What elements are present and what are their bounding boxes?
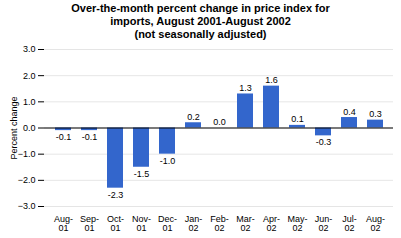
svg-text:Dec-01: Dec-01	[158, 214, 177, 233]
svg-text:Sep-01: Sep-01	[80, 214, 99, 233]
svg-text:-0.3: -0.3	[316, 137, 332, 147]
svg-text:−2.0: −2.0	[18, 175, 36, 185]
svg-text:−1.0: −1.0	[18, 149, 36, 159]
svg-text:Feb-02: Feb-02	[210, 214, 229, 233]
svg-text:2.0: 2.0	[23, 71, 36, 81]
svg-text:-0.1: -0.1	[56, 132, 72, 142]
svg-text:0.1: 0.1	[291, 114, 304, 124]
svg-text:1.0: 1.0	[23, 97, 36, 107]
svg-text:May-02: May-02	[288, 214, 308, 233]
svg-text:Mar-02: Mar-02	[236, 214, 255, 233]
html-text:Over-the-month percent change: Over-the-month percent change in price i…	[71, 2, 330, 40]
svg-text:Jul-02: Jul-02	[342, 214, 357, 233]
svg-text:Aug-01: Aug-01	[54, 214, 73, 233]
svg-text:Jan-02: Jan-02	[185, 214, 203, 233]
svg-text:-1.5: -1.5	[134, 169, 150, 179]
svg-text:-0.1: -0.1	[82, 132, 98, 142]
svg-text:Apr-02: Apr-02	[263, 214, 280, 233]
svg-text:Aug-02: Aug-02	[366, 214, 385, 233]
svg-text:0.0: 0.0	[213, 117, 226, 127]
svg-text:Jun-02: Jun-02	[315, 214, 333, 233]
svg-text:Percent change: Percent change	[9, 96, 19, 159]
svg-text:0.2: 0.2	[187, 112, 200, 122]
svg-text:0.3: 0.3	[369, 109, 382, 119]
svg-text:0.0: 0.0	[23, 123, 36, 133]
svg-text:−3.0: −3.0	[18, 201, 36, 211]
svg-text:-1.0: -1.0	[160, 156, 176, 166]
svg-text:-2.3: -2.3	[108, 190, 124, 200]
svg-text:1.3: 1.3	[239, 83, 252, 93]
svg-text:Oct-01: Oct-01	[107, 214, 124, 233]
svg-text:1.6: 1.6	[265, 75, 278, 85]
svg-text:Nov-01: Nov-01	[132, 214, 151, 233]
svg-text:3.0: 3.0	[23, 44, 36, 54]
svg-text:0.4: 0.4	[343, 107, 356, 117]
